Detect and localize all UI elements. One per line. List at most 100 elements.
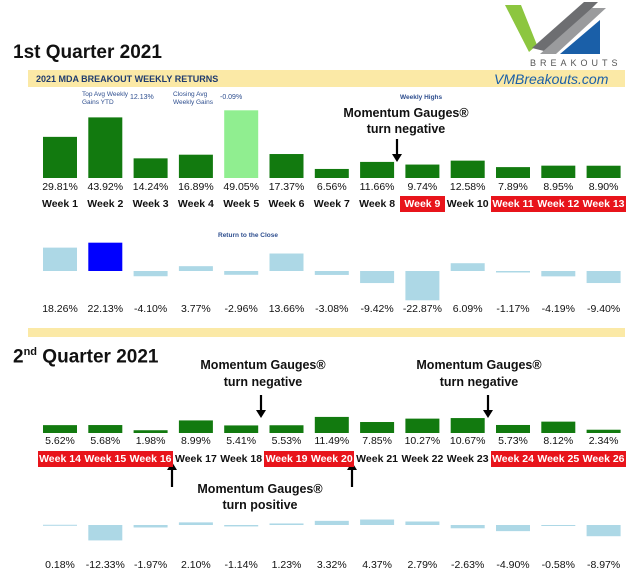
q1-close-value: 3.77% bbox=[181, 303, 211, 315]
q2-close-bar bbox=[360, 519, 395, 525]
q1-week-label: Week 7 bbox=[313, 198, 350, 210]
q2-close-bar bbox=[314, 520, 349, 525]
q1-high-value: 49.05% bbox=[223, 181, 259, 193]
q2-high-value: 10.27% bbox=[404, 435, 441, 447]
q1-close-value: -3.08% bbox=[315, 303, 349, 315]
closing-avg-value: -0.09% bbox=[220, 94, 243, 101]
q1-high-bar bbox=[405, 164, 440, 178]
q2-close-bar bbox=[88, 525, 123, 541]
q2-close-bar bbox=[224, 525, 259, 527]
q2-close-value: 3.32% bbox=[316, 559, 347, 571]
weekly-highs-label: Weekly Highs bbox=[400, 94, 443, 101]
q2-high-value: 11.49% bbox=[314, 435, 350, 447]
q2-close-value: 0.18% bbox=[45, 559, 75, 571]
q1-close-value: -4.10% bbox=[133, 303, 168, 315]
q2-close-bar bbox=[133, 525, 168, 528]
q2-week-label: Week 23 bbox=[446, 453, 489, 465]
q1-week-label: Week 13 bbox=[581, 196, 627, 212]
q1-high-value: 43.92% bbox=[87, 181, 124, 193]
q1-close-bar bbox=[496, 271, 530, 273]
q1-annotation-line2: turn negative bbox=[366, 122, 446, 136]
q1-high-value: 12.58% bbox=[449, 181, 486, 193]
q2-close-bar bbox=[269, 523, 304, 525]
top-avg-label: Top Avg Weekly Gains YTD bbox=[82, 91, 129, 106]
q1-week-label: Week 12 bbox=[535, 196, 581, 212]
q1-annotation-line1: Momentum Gauges® bbox=[343, 106, 469, 120]
q2-high-bar bbox=[88, 425, 123, 433]
q1-high-bar bbox=[450, 160, 485, 178]
q2-week-label: Week 22 bbox=[401, 453, 444, 465]
return-close-label: Return to the Close bbox=[218, 232, 278, 239]
q2-high-value: 8.99% bbox=[181, 435, 211, 447]
q2-week-label: Week 14 bbox=[37, 451, 83, 467]
q2-high-value: 5.68% bbox=[90, 435, 121, 447]
q1-close-bar bbox=[43, 247, 77, 271]
q2-close-bar bbox=[43, 524, 77, 526]
q1-close-bar bbox=[586, 271, 621, 284]
q2-high-value: 5.73% bbox=[498, 435, 528, 447]
q2-close-value: -4.90% bbox=[496, 559, 530, 571]
q2-close-bar bbox=[496, 525, 530, 532]
q2-title: 2nd Quarter 2021 bbox=[13, 346, 159, 368]
q1-high-bar bbox=[88, 117, 123, 178]
q2-high-value: 2.34% bbox=[588, 435, 619, 447]
q1-close-bar bbox=[178, 266, 213, 271]
q2-high-bar bbox=[269, 425, 304, 433]
q2-week-label: Week 24 bbox=[490, 451, 536, 467]
q2-close-value: 2.10% bbox=[181, 559, 211, 571]
q1-close-value: -1.17% bbox=[496, 303, 530, 315]
q1-close-value: 6.09% bbox=[452, 303, 483, 315]
q1-close-bar bbox=[314, 271, 349, 275]
q1-close-bar bbox=[224, 271, 259, 275]
q2-close-value: -0.58% bbox=[541, 559, 575, 571]
q1-week-label: Week 5 bbox=[223, 198, 260, 210]
q2-close-bar bbox=[405, 521, 440, 525]
q2-high-value: 7.85% bbox=[362, 435, 392, 447]
q2-close-bar bbox=[450, 525, 485, 529]
q2-close-bar bbox=[541, 525, 576, 526]
q2-high-bar bbox=[178, 420, 213, 433]
q2-high-bar bbox=[496, 424, 530, 433]
q1-high-value: 29.81% bbox=[42, 181, 78, 193]
q1-high-bar bbox=[314, 168, 349, 178]
q2-high-value: 5.53% bbox=[271, 435, 302, 447]
q1-close-bar bbox=[133, 271, 168, 277]
q2-week-label: Week 16 bbox=[128, 451, 174, 467]
q2-high-bar bbox=[133, 430, 168, 433]
q1-high-bar bbox=[178, 154, 213, 178]
q1-week-label: Week 10 bbox=[446, 198, 489, 210]
q1-high-bar bbox=[224, 110, 259, 178]
q2-annotation-pos-line2: turn positive bbox=[222, 498, 298, 512]
q2-week-label: Week 19 bbox=[264, 451, 309, 467]
q1-close-value: -2.96% bbox=[224, 303, 258, 315]
q1-high-bar bbox=[496, 167, 530, 178]
q1-high-bar bbox=[360, 161, 395, 178]
q1-close-bar bbox=[450, 263, 485, 271]
q2-week-label: Week 17 bbox=[174, 453, 217, 465]
q2-high-value: 1.98% bbox=[135, 435, 166, 447]
q1-week-label: Week 8 bbox=[359, 198, 396, 210]
q2-week-label: Week 21 bbox=[356, 453, 399, 465]
q2-close-value: 2.79% bbox=[407, 559, 438, 571]
q1-close-value: -4.19% bbox=[541, 303, 575, 315]
section-divider bbox=[28, 328, 625, 337]
q1-high-value: 16.89% bbox=[178, 181, 214, 193]
q2-high-bar bbox=[450, 418, 485, 433]
q2-close-value: -1.97% bbox=[133, 559, 168, 571]
q1-high-bar bbox=[541, 165, 576, 178]
q1-close-value: 22.13% bbox=[87, 303, 124, 315]
q2-high-value: 8.12% bbox=[543, 435, 574, 447]
q1-high-value: 14.24% bbox=[132, 181, 169, 193]
q1-close-value: -22.87% bbox=[402, 303, 442, 315]
q2-high-bar bbox=[405, 418, 440, 433]
q2-close-value: -12.33% bbox=[85, 559, 125, 571]
q2-high-bar bbox=[224, 425, 259, 433]
q2-annotation-neg1-line2: turn negative bbox=[223, 375, 303, 389]
q1-banner-label: 2021 MDA BREAKOUT WEEKLY RETURNS bbox=[36, 74, 219, 84]
site-link[interactable]: VMBreakouts.com bbox=[494, 71, 609, 87]
q2-annotation-neg2-line2: turn negative bbox=[439, 375, 519, 389]
q2-high-bar bbox=[314, 416, 349, 433]
q1-week-label: Week 4 bbox=[177, 198, 214, 210]
closing-avg-label: Closing Avg Weekly Gains bbox=[173, 91, 213, 106]
